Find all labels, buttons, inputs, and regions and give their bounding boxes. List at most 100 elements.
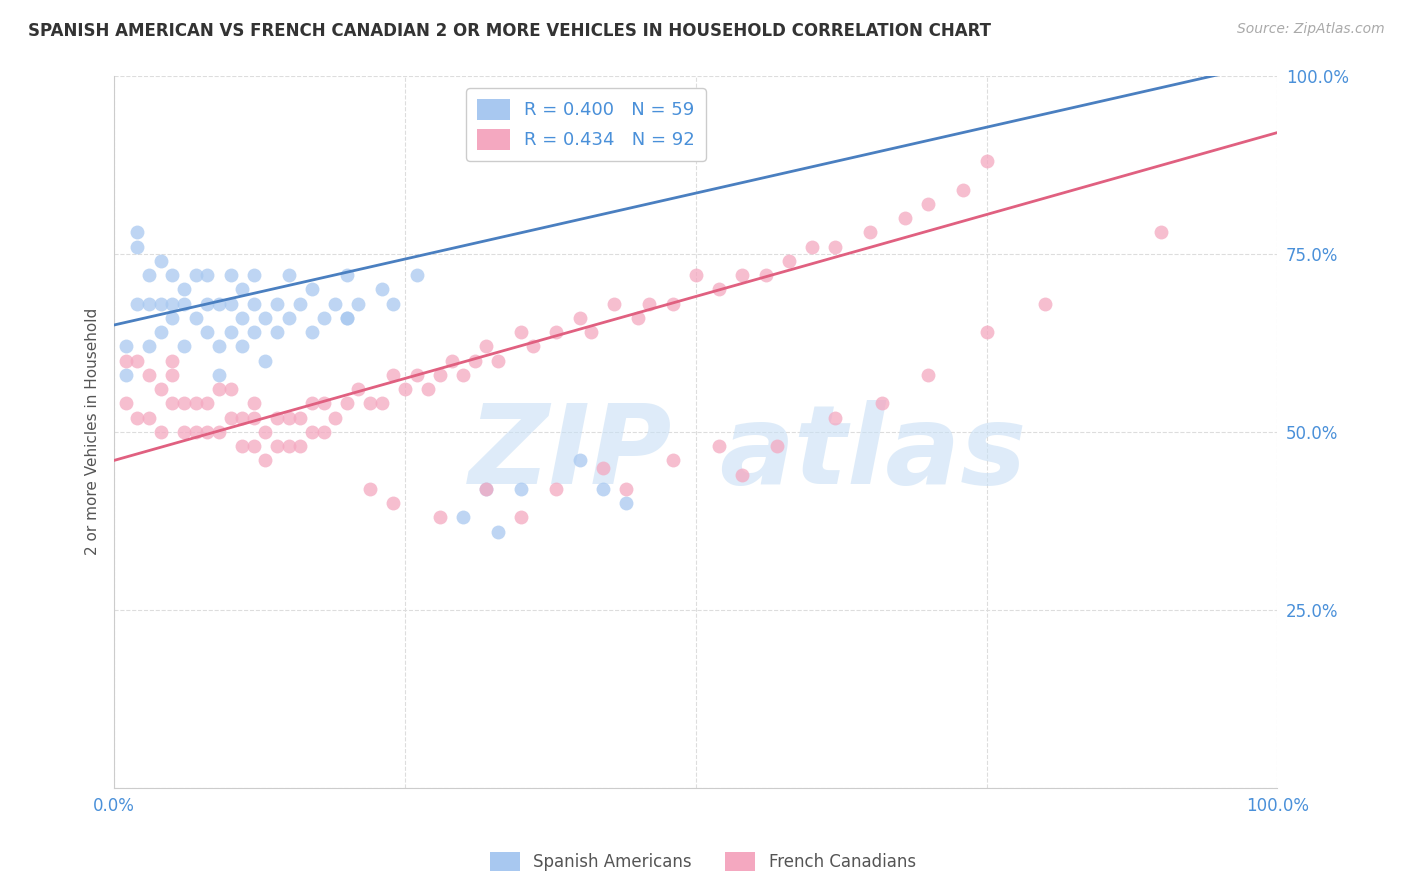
Point: [208, 382, 231, 396]
Point: [638, 296, 661, 310]
Point: [1150, 225, 1173, 239]
Text: ZIP: ZIP: [470, 400, 672, 507]
Point: [405, 268, 427, 282]
Legend: Spanish Americans, French Canadians: Spanish Americans, French Canadians: [482, 843, 924, 880]
Point: [219, 296, 242, 310]
Point: [114, 339, 136, 353]
Point: [173, 425, 195, 439]
Point: [440, 353, 463, 368]
Point: [114, 353, 136, 368]
Point: [731, 268, 754, 282]
Point: [208, 296, 231, 310]
Point: [475, 482, 498, 496]
Point: [290, 296, 312, 310]
Point: [371, 282, 394, 296]
Point: [127, 296, 149, 310]
Point: [394, 382, 416, 396]
Point: [149, 382, 172, 396]
Point: [277, 439, 299, 453]
Point: [766, 439, 789, 453]
Point: [603, 296, 626, 310]
Point: [254, 310, 277, 325]
Text: Source: ZipAtlas.com: Source: ZipAtlas.com: [1237, 22, 1385, 37]
Point: [486, 353, 509, 368]
Point: [301, 425, 323, 439]
Y-axis label: 2 or more Vehicles in Household: 2 or more Vehicles in Household: [86, 309, 100, 556]
Point: [162, 368, 184, 382]
Point: [592, 460, 614, 475]
Text: SPANISH AMERICAN VS FRENCH CANADIAN 2 OR MORE VEHICLES IN HOUSEHOLD CORRELATION : SPANISH AMERICAN VS FRENCH CANADIAN 2 OR…: [28, 22, 991, 40]
Point: [952, 183, 974, 197]
Point: [371, 396, 394, 410]
Point: [336, 310, 359, 325]
Point: [277, 310, 299, 325]
Point: [208, 425, 231, 439]
Point: [661, 296, 683, 310]
Point: [149, 325, 172, 339]
Point: [323, 410, 346, 425]
Point: [195, 425, 218, 439]
Point: [277, 410, 299, 425]
Point: [510, 510, 533, 524]
Point: [127, 225, 149, 239]
Point: [254, 353, 277, 368]
Point: [149, 296, 172, 310]
Point: [173, 396, 195, 410]
Point: [254, 453, 277, 467]
Text: atlas: atlas: [718, 400, 1026, 507]
Point: [266, 296, 288, 310]
Point: [254, 425, 277, 439]
Point: [323, 296, 346, 310]
Point: [162, 296, 184, 310]
Point: [231, 410, 253, 425]
Point: [243, 396, 266, 410]
Point: [312, 396, 335, 410]
Point: [486, 524, 509, 539]
Point: [301, 396, 323, 410]
Point: [243, 296, 266, 310]
Point: [347, 382, 370, 396]
Point: [568, 310, 591, 325]
Point: [510, 325, 533, 339]
Point: [917, 196, 939, 211]
Point: [184, 425, 207, 439]
Point: [312, 425, 335, 439]
Point: [347, 296, 370, 310]
Point: [405, 368, 427, 382]
Point: [824, 239, 846, 253]
Point: [510, 482, 533, 496]
Point: [568, 453, 591, 467]
Point: [219, 268, 242, 282]
Point: [195, 325, 218, 339]
Point: [336, 268, 359, 282]
Point: [290, 410, 312, 425]
Point: [149, 425, 172, 439]
Point: [614, 482, 637, 496]
Point: [614, 496, 637, 510]
Point: [149, 253, 172, 268]
Point: [731, 467, 754, 482]
Point: [231, 439, 253, 453]
Point: [195, 296, 218, 310]
Point: [138, 339, 160, 353]
Point: [579, 325, 602, 339]
Point: [127, 410, 149, 425]
Point: [451, 368, 474, 382]
Point: [290, 439, 312, 453]
Point: [336, 396, 359, 410]
Point: [522, 339, 544, 353]
Point: [173, 339, 195, 353]
Point: [162, 353, 184, 368]
Point: [451, 510, 474, 524]
Point: [336, 310, 359, 325]
Point: [976, 325, 998, 339]
Point: [266, 439, 288, 453]
Point: [184, 396, 207, 410]
Point: [917, 368, 939, 382]
Point: [627, 310, 650, 325]
Point: [778, 253, 800, 268]
Point: [231, 282, 253, 296]
Point: [859, 225, 882, 239]
Point: [231, 339, 253, 353]
Point: [231, 310, 253, 325]
